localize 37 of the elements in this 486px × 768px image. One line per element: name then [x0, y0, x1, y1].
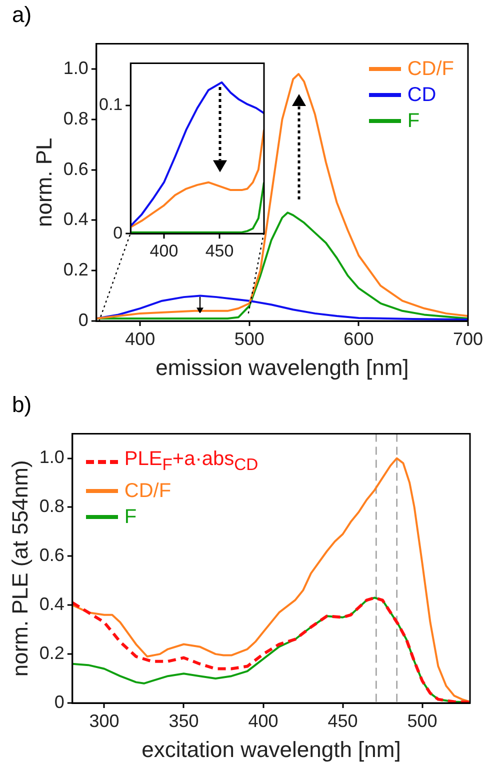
y-tick-label: 0 — [78, 310, 88, 330]
y-tick-label: 0.8 — [39, 496, 64, 516]
y-tick-label: 0.2 — [39, 643, 64, 664]
y-tick-label: 1.0 — [39, 447, 64, 468]
y-tick-label: 0.4 — [63, 209, 88, 230]
x-tick-label: 400 — [248, 710, 278, 731]
legend-label: CD/F — [407, 56, 454, 82]
x-tick-label: 700 — [452, 328, 484, 349]
legend-label: PLE$_{F}$+a·abs$_{CD}$ — [124, 446, 258, 476]
x-axis-title: excitation wavelength [nm] — [142, 736, 401, 762]
x-axis-title: emission wavelength [nm] — [156, 354, 409, 380]
legend-label: CD — [407, 82, 436, 108]
x-tick-label: 600 — [344, 328, 374, 349]
x-tick-label: 450 — [205, 241, 234, 260]
y-tick-label: 1.0 — [63, 58, 88, 78]
x-tick-label: 300 — [89, 710, 120, 731]
y-tick-label: 0.2 — [63, 260, 88, 280]
x-tick-label: 400 — [150, 241, 178, 260]
x-tick-label: 450 — [328, 710, 358, 731]
chart-title: b) — [12, 392, 32, 418]
x-tick-label: 350 — [168, 710, 199, 731]
x-tick-label: 400 — [125, 328, 156, 349]
y-tick-label: 0.1 — [98, 95, 123, 114]
x-tick-label: 500 — [407, 710, 438, 731]
legend-label: F — [124, 504, 137, 530]
y-tick-label: 0.6 — [63, 158, 88, 179]
y-tick-label: 0 — [113, 223, 123, 242]
y-axis-title: norm. PLE (at 554nm) — [7, 460, 32, 677]
y-tick-label: 0.6 — [39, 545, 64, 566]
legend-label: F — [407, 108, 420, 134]
x-tick-label: 500 — [234, 328, 264, 349]
chart-title: a) — [12, 2, 32, 28]
legend-label: CD/F — [124, 478, 172, 504]
y-tick-label: 0 — [54, 692, 64, 712]
y-axis-title: norm. PL — [31, 138, 56, 228]
y-tick-label: 0.8 — [63, 108, 88, 128]
y-tick-label: 0.4 — [39, 594, 64, 614]
